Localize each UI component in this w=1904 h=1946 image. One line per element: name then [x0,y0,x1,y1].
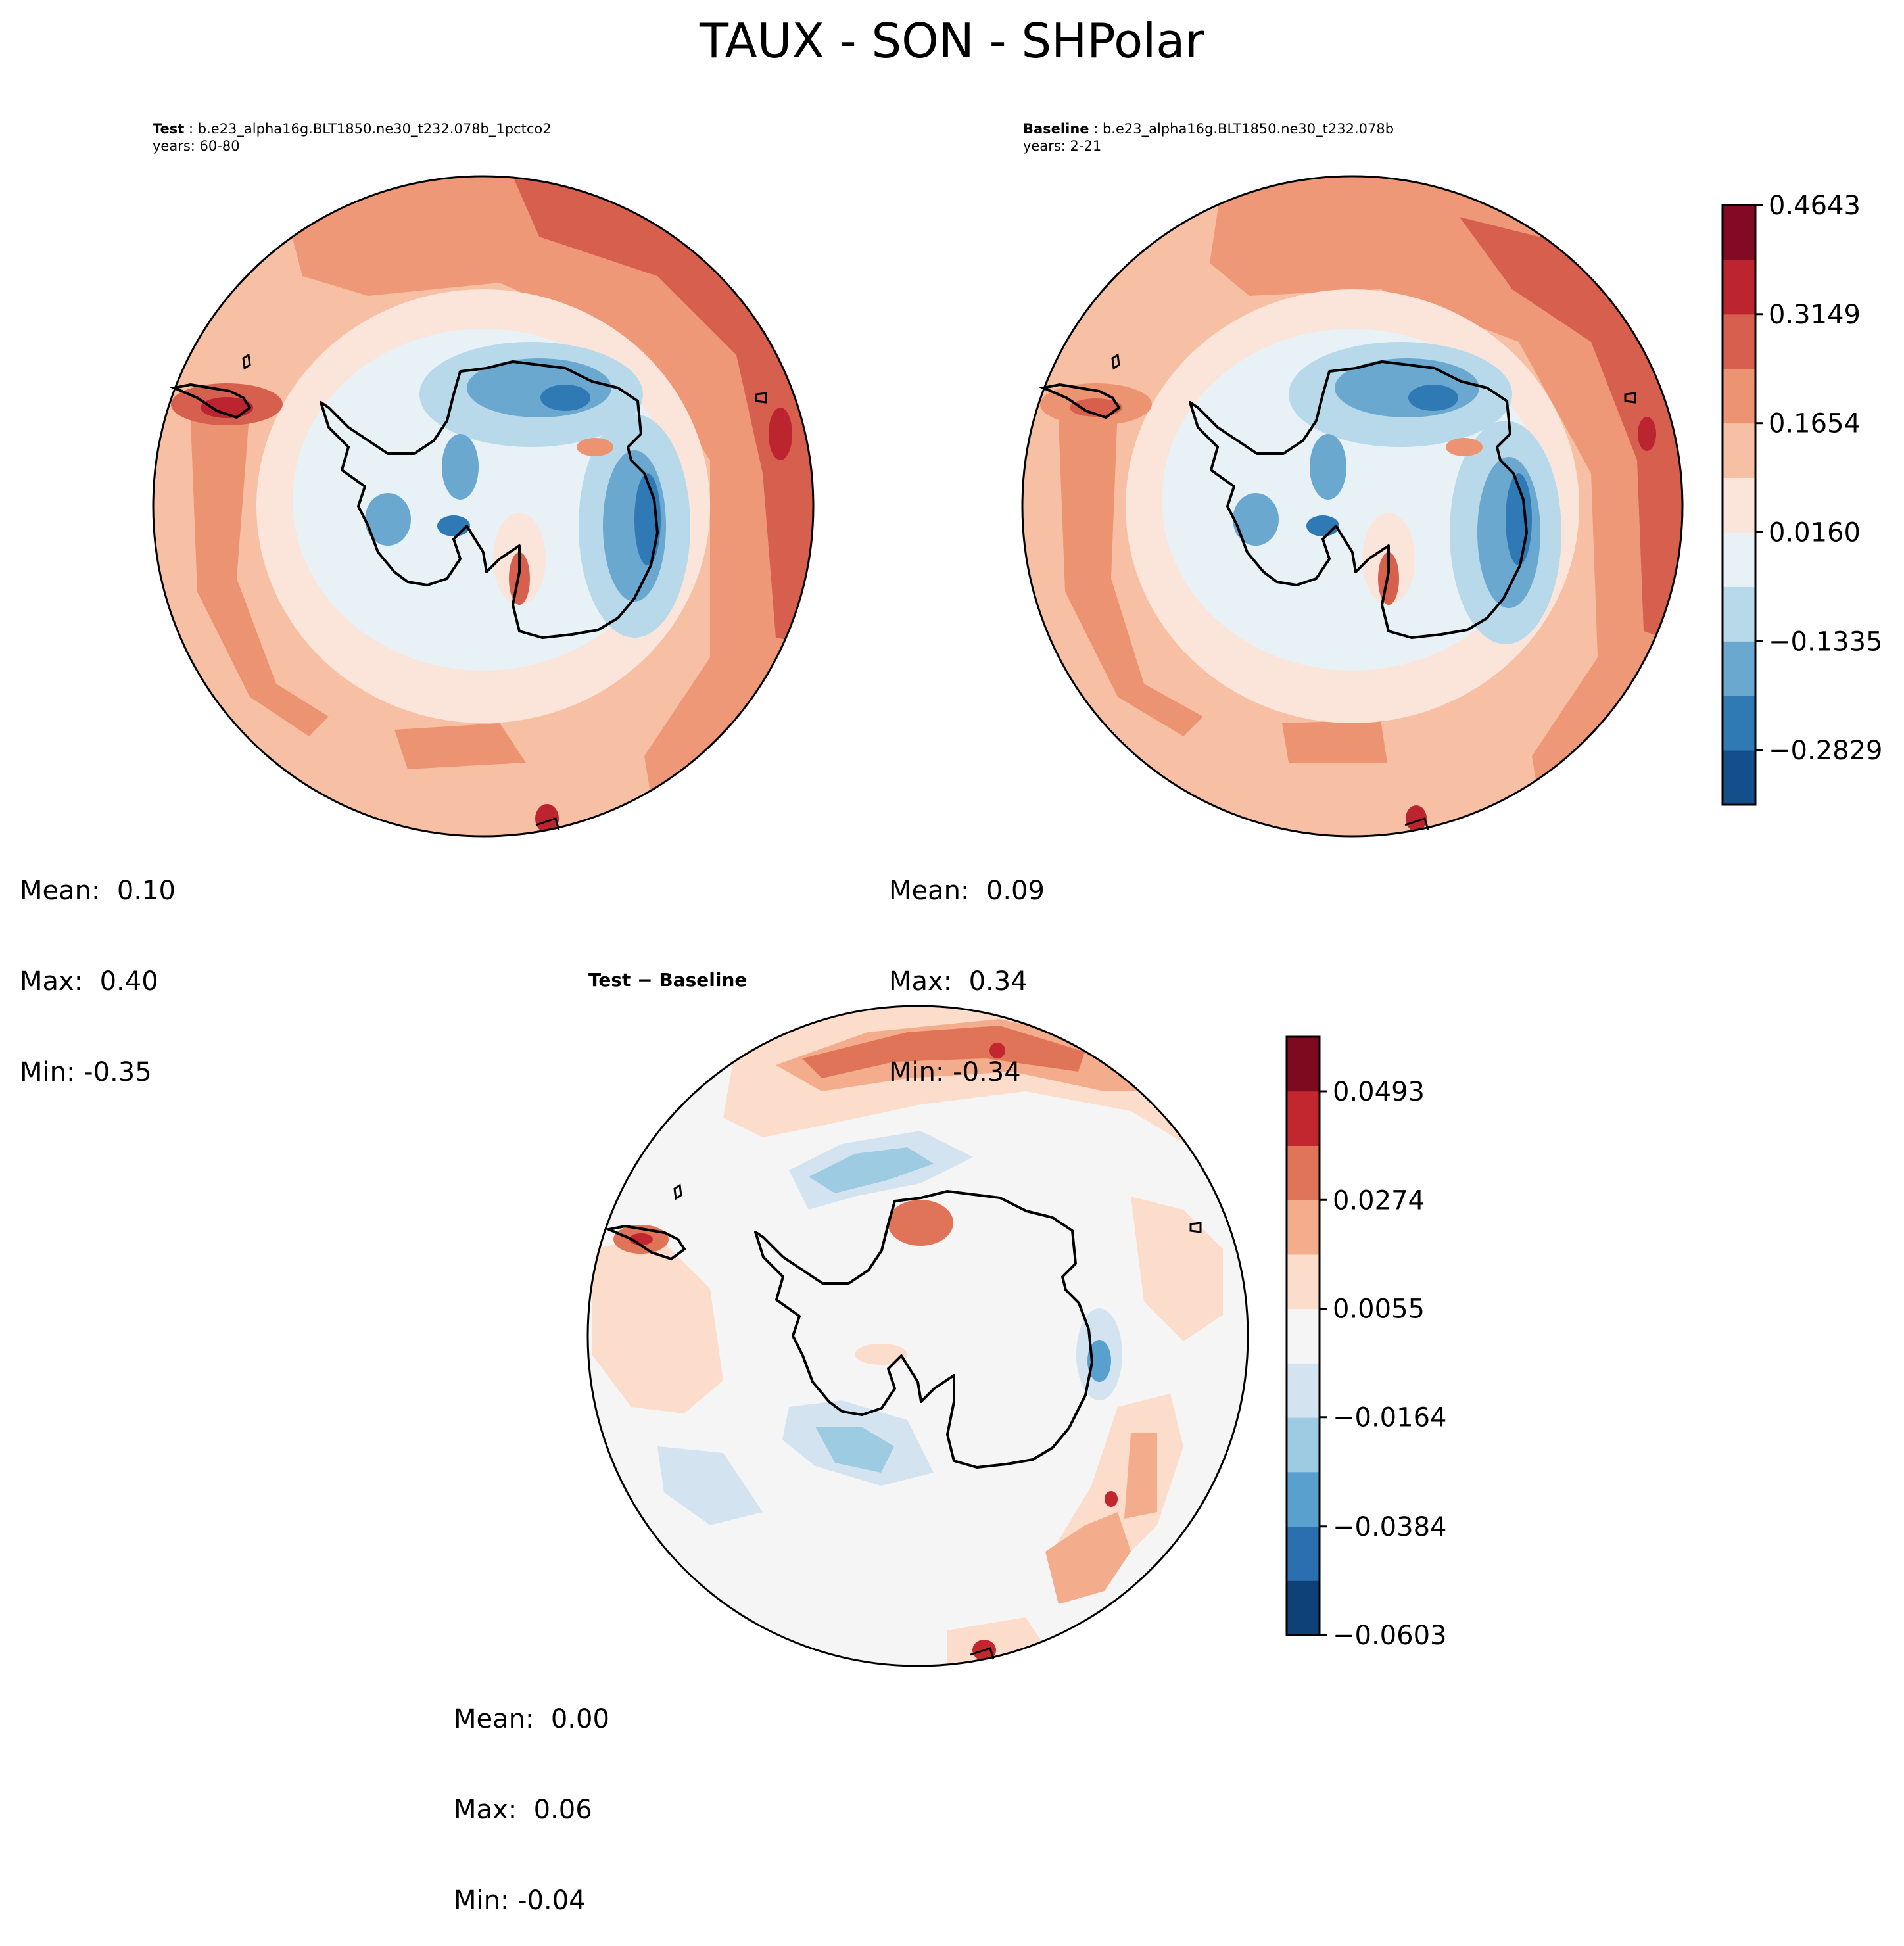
test-mean: Mean: 0.10 [20,876,176,906]
colorbar-bottom-color-segment [1287,1363,1320,1418]
difference-mean: Mean: 0.00 [454,1704,609,1734]
maps-canvas: −0.2829 −0.1335 0.0160 0.1654 0.3149 0.4643 −… [152,175,1882,1667]
colorbar-bottom-color-segment [1287,1471,1320,1527]
difference-min: Min: -0.04 [454,1886,586,1916]
colorbar-top-color-segment [1723,477,1755,533]
colorbar-top-tick-label: 0.3149 [1769,300,1861,330]
colorbar-bottom-color-segment [1287,1254,1320,1310]
baseline-case-name: b.e23_alpha16g.BLT1850.ne30_t232.078b [1102,121,1394,137]
baseline-label-sep: : [1089,121,1103,137]
baseline-mean: Mean: 0.09 [889,876,1045,906]
figure-title: TAUX - SON - SHPolar [700,13,1204,68]
colorbar-bottom-tick-label: −0.0603 [1333,1621,1446,1651]
colorbar-bottom-color-segment [1287,1200,1320,1255]
test-years: years: 60-80 [153,138,240,154]
colorbar-top: −0.2829 −0.1335 0.0160 0.1654 0.3149 0.4643 [1721,191,1882,806]
test-panel-header: Test : b.e23_alpha16g.BLT1850.ne30_t232.… [153,120,552,154]
baseline-panel-header: Baseline : b.e23_alpha16g.BLT1850.ne30_t… [1023,120,1394,154]
colorbar-bottom-color-segment [1287,1037,1320,1092]
colorbar-top-color-segment [1723,696,1755,751]
colorbar-top-tick-label: 0.4643 [1769,191,1861,221]
colorbar-top-color-segment [1723,314,1755,369]
colorbar-top-color-segment [1723,368,1755,424]
baseline-years: years: 2-21 [1023,138,1102,154]
test-case-name: b.e23_alpha16g.BLT1850.ne30_t232.078b_1p… [197,121,552,137]
colorbar-bottom-color-segment [1287,1526,1320,1581]
difference-map [586,1005,1249,1667]
test-stats: Mean: 0.10 Max: 0.40 Min: -0.35 [20,815,176,1118]
colorbar-top-tick-label: −0.2829 [1769,736,1882,766]
colorbar-bottom-tick-label: 0.0055 [1333,1294,1425,1324]
colorbar-bottom-tick-label: 0.0493 [1333,1077,1425,1107]
colorbar-top-tick-label: −0.1335 [1769,627,1882,657]
colorbar-bottom-color-segment [1287,1091,1320,1146]
colorbar-top-color-segment [1723,532,1755,587]
colorbar-top-color-segment [1723,423,1755,479]
colorbar-top-color-segment [1723,586,1755,642]
difference-max: Max: 0.06 [454,1795,592,1825]
baseline-max: Max: 0.34 [889,966,1028,997]
test-max: Max: 0.40 [20,966,158,997]
colorbar-top-color-segment [1723,641,1755,696]
colorbar-bottom-tick-label: −0.0164 [1333,1403,1446,1433]
colorbar-top-color-segment [1723,259,1755,315]
difference-title: Test − Baseline [588,969,748,991]
colorbar-top-tick-label: 0.1654 [1769,409,1861,439]
colorbar-bottom-tick-label: −0.0384 [1333,1512,1446,1542]
baseline-label: Baseline [1023,121,1089,137]
test-min: Min: -0.35 [20,1057,152,1087]
colorbar-bottom: −0.0603 −0.0384 −0.0164 0.0055 0.0274 0.0493 [1285,1035,1446,1651]
colorbar-bottom-color-segment [1287,1580,1320,1636]
test-label: Test [153,121,185,137]
colorbar-bottom-frame [1285,1035,1321,1636]
baseline-min: Min: -0.34 [889,1057,1021,1087]
colorbar-top-frame [1721,204,1757,806]
colorbar-bottom-color-segment [1287,1308,1320,1364]
colorbar-bottom-tick-label: 0.0274 [1333,1185,1425,1216]
colorbar-bottom-color-segment [1287,1417,1320,1473]
baseline-map [1021,175,1684,838]
test-label-sep: : [184,121,198,137]
colorbar-top-color-segment [1723,205,1755,260]
colorbar-bottom-color-segment [1287,1145,1320,1200]
difference-stats: Mean: 0.00 Max: 0.06 Min: -0.04 [454,1644,609,1946]
baseline-stats: Mean: 0.09 Max: 0.34 Min: -0.34 [889,815,1045,1118]
colorbar-top-tick-label: 0.0160 [1769,518,1861,548]
colorbar-top-color-segment [1723,750,1755,805]
test-map [152,175,815,838]
